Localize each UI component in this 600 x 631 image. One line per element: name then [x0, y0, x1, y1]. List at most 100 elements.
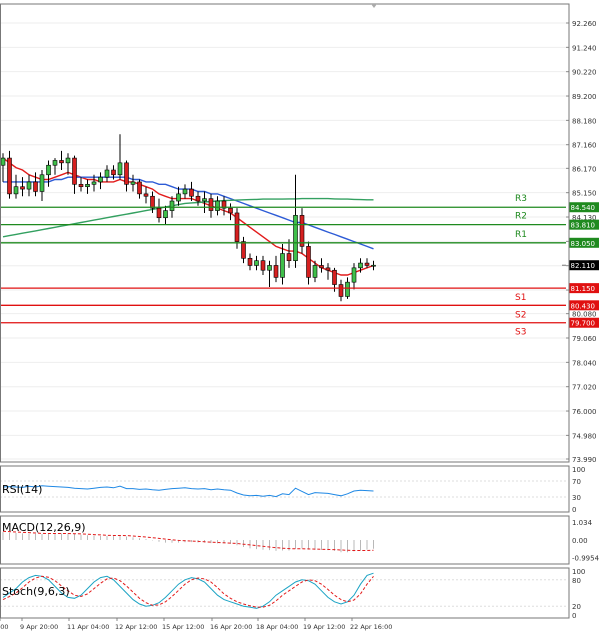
candle-body [338, 284, 344, 297]
level-price-tag [569, 202, 599, 213]
candle-body [325, 267, 331, 271]
price-tick-label: 73.990 [572, 456, 597, 464]
moving-averages [2, 157, 374, 276]
candle-body [20, 186, 25, 190]
candle-body [228, 207, 233, 214]
candle-body [345, 281, 350, 297]
candle-body [241, 241, 246, 259]
panel-border [0, 3, 570, 463]
level-name: R3 [515, 194, 527, 204]
level-price-tag [569, 300, 599, 311]
level-price-label: 83.050 [571, 240, 596, 248]
stoch-tick-label: 0 [572, 612, 576, 620]
candle-body [189, 188, 194, 197]
candle-body [156, 207, 162, 219]
candle-body [215, 200, 220, 211]
candle-body [7, 157, 12, 195]
candle-body [124, 162, 129, 185]
time-tick-label: 15 Apr 12:00 [162, 623, 204, 631]
candle-body [247, 258, 253, 266]
price-grid [0, 22, 566, 460]
candle-body [293, 215, 298, 261]
time-tick-label: :00 [0, 623, 8, 631]
candle-body [208, 198, 214, 211]
panel-border [0, 567, 570, 619]
level-name: S2 [515, 310, 526, 320]
level-price-tag [569, 219, 599, 230]
level-name: R1 [515, 230, 527, 240]
stoch-tick-label: 20 [572, 603, 581, 611]
candle-body [169, 200, 175, 211]
candle-body [13, 186, 19, 195]
candle-body [26, 181, 32, 190]
macd-signal-line [2, 530, 374, 551]
rsi-tick-label: 0 [572, 506, 576, 514]
candle-body [72, 157, 77, 185]
candle-body [137, 181, 142, 195]
price-tick-label: 85.150 [572, 190, 597, 198]
level-price-label: 83.810 [571, 222, 596, 230]
time-tick-label: 9 Apr 20:00 [20, 623, 58, 631]
candle-body [78, 184, 84, 188]
candle-body [163, 210, 168, 219]
macd-tick-label: -0.9954 [572, 554, 600, 562]
candle-body [332, 269, 337, 285]
price-tick-label: 91.240 [572, 44, 597, 52]
candle-body [202, 198, 207, 202]
candle-body [98, 176, 103, 183]
candle-body [260, 260, 266, 271]
candle-body [358, 262, 363, 269]
candle-body [91, 181, 97, 185]
stoch-tick-label: 80 [572, 577, 581, 585]
macd-tick-label: 1.034 [572, 519, 593, 527]
price-tick-label: 84.130 [572, 214, 597, 222]
candle-body [150, 195, 155, 209]
candle-body [319, 265, 324, 269]
price-tick-label: 76.000 [572, 408, 597, 416]
candle-body [286, 253, 292, 261]
macd-panel: MACD(12,26,9) 1.034 0.00 -0.9954 [2, 519, 600, 563]
stoch-label: Stoch(9,6,3) [2, 585, 70, 598]
candle-body [117, 162, 123, 176]
candle-body [371, 264, 376, 267]
macd-label: MACD(12,26,9) [2, 521, 86, 534]
panel-frames [0, 3, 570, 619]
shift-marker-icon [371, 4, 377, 8]
level-price-label: 79.700 [571, 320, 596, 328]
candle-body [364, 262, 370, 266]
candle-body [221, 200, 227, 209]
moving-average-line [3, 176, 374, 250]
candle-body [39, 174, 45, 192]
candlesticks [0, 134, 376, 302]
pivot-levels: R3 84.540 R2 83.810 R1 83.050 S1 81.150 S2 80.430… [0, 194, 599, 338]
candle-body [299, 215, 305, 247]
level-price-label: 80.430 [571, 302, 596, 310]
price-tick-label: 77.020 [572, 384, 597, 392]
candle-body [59, 160, 64, 164]
candle-body [254, 260, 259, 266]
candle-body [195, 195, 201, 202]
rsi-line [2, 485, 374, 498]
candle-body [46, 164, 51, 176]
stoch-tick-label: 100 [572, 568, 585, 576]
last-price-label: 82.110 [571, 262, 596, 270]
price-tick-label: 80.080 [572, 311, 597, 319]
panel-border [0, 515, 570, 565]
price-tick-label: 88.180 [572, 117, 597, 125]
level-name: S1 [515, 293, 526, 303]
stoch-d-line [2, 575, 374, 608]
level-price-label: 81.150 [571, 285, 596, 293]
candle-body [273, 265, 279, 278]
candle-body [0, 157, 6, 166]
stoch-k-line [2, 572, 374, 609]
rsi-panel: RSI(14) 100 70 30 0 [0, 466, 585, 514]
moving-average-line [2, 157, 374, 276]
candle-body [143, 193, 149, 197]
level-price-label: 84.540 [571, 204, 596, 212]
level-price-tag [569, 317, 599, 328]
time-tick-label: 11 Apr 04:00 [67, 623, 109, 631]
price-tick-label: 79.060 [572, 335, 597, 343]
price-tick-label: 74.980 [572, 432, 597, 440]
